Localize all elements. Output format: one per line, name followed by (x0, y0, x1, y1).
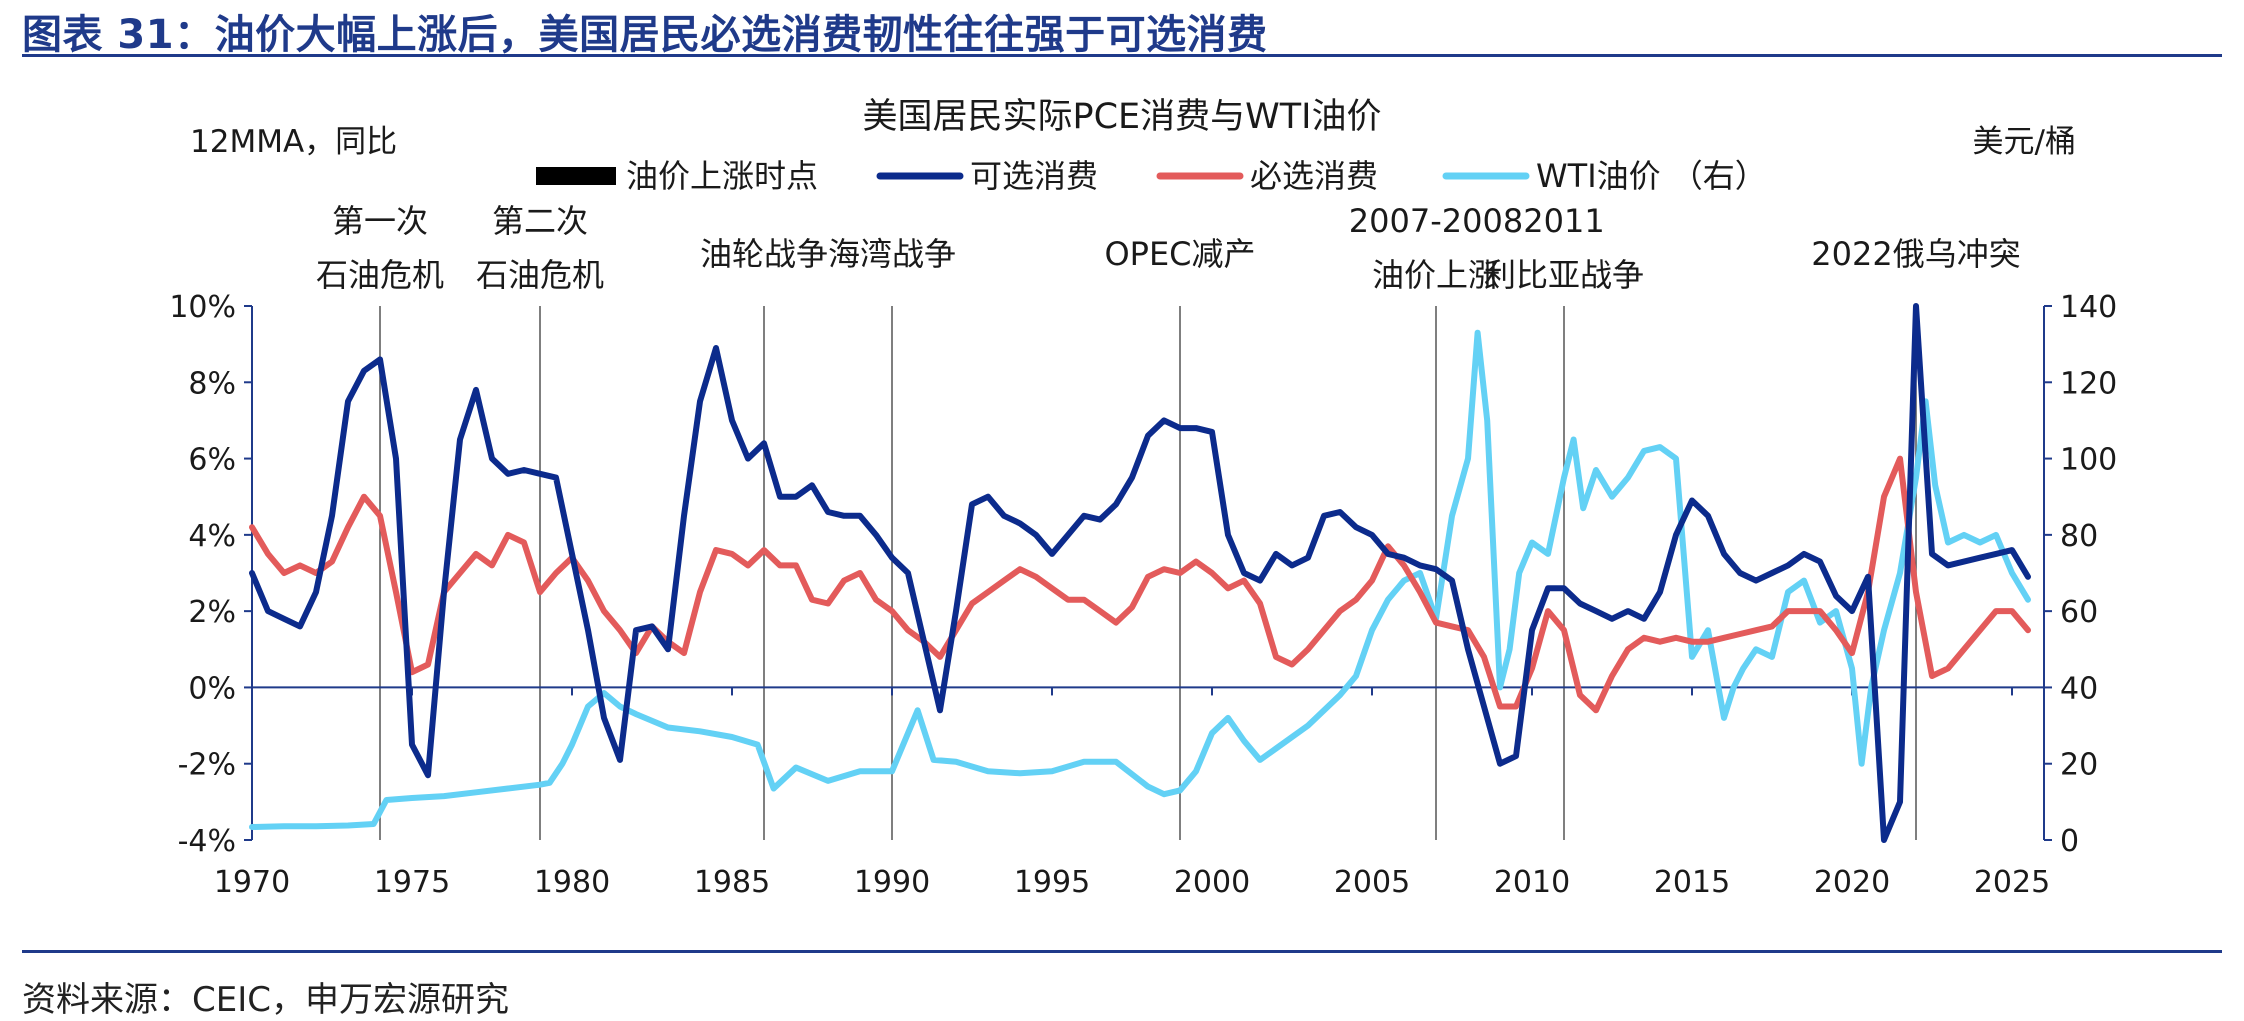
legend-label-3: WTI油价 （右） (1536, 157, 1767, 195)
event-label-2-0: 油轮战争 (700, 235, 828, 273)
x-tick-label-2: 1980 (534, 865, 610, 900)
x-tick-label-5: 1995 (1014, 865, 1090, 900)
right-tick-label-7: 0 (2060, 824, 2079, 859)
event-label-6-0: 2011 (1523, 202, 1604, 240)
x-tick-label-1: 1975 (374, 865, 450, 900)
left-tick-label-1: 8% (188, 366, 236, 401)
legend-swatch-oil-rise (536, 167, 616, 185)
event-label-1-0: 第二次 (492, 202, 588, 240)
legend-label-2: 必选消费 (1250, 157, 1378, 195)
plot-area (249, 303, 2031, 843)
right-tick-label-4: 60 (2060, 595, 2098, 630)
x-tick-label-4: 1990 (854, 865, 930, 900)
x-tick-label-11: 2025 (1974, 865, 2050, 900)
event-label-7-0: 2022俄乌冲突 (1811, 235, 2020, 273)
x-tick-label-7: 2005 (1334, 865, 1410, 900)
x-tick-label-3: 1985 (694, 865, 770, 900)
series-line-2 (249, 329, 2031, 830)
axes: 10% 8% 6% 4% 2% 0% -2% -4% 140 120 100 80 60 40 20 0 197… (169, 290, 2117, 900)
event-label-4-0: OPEC减产 (1104, 235, 1255, 273)
left-axis-unit: 12MMA，同比 (190, 124, 397, 160)
series-line-1 (249, 455, 2031, 714)
legend: 油价上涨时点 可选消费 必选消费 WTI油价 （右） (536, 157, 1767, 195)
right-tick-label-0: 140 (2060, 290, 2117, 325)
left-tick-label-4: 2% (188, 595, 236, 630)
x-tick-label-10: 2020 (1814, 865, 1890, 900)
title-underline (22, 54, 2222, 57)
right-tick-label-2: 100 (2060, 443, 2117, 478)
source-note: 资料来源：CEIC，申万宏源研究 (22, 980, 509, 1020)
event-label-3-0: 海湾战争 (828, 235, 956, 273)
left-tick-label-3: 4% (188, 519, 236, 554)
figure-title: 图表 31：油价大幅上涨后，美国居民必选消费韧性往往强于可选消费 (22, 12, 1268, 58)
right-tick-label-1: 120 (2060, 366, 2117, 401)
event-label-5-0: 2007-2008 (1349, 202, 1523, 240)
series-line-0 (249, 303, 2031, 843)
left-tick-label-2: 6% (188, 443, 236, 478)
left-tick-label-6: -2% (178, 748, 236, 783)
event-label-1-1: 石油危机 (476, 256, 604, 294)
event-label-5-1: 油价上涨 (1372, 256, 1500, 294)
x-tick-label-6: 2000 (1174, 865, 1250, 900)
footer-rule (22, 950, 2222, 953)
event-label-0-0: 第一次 (332, 202, 428, 240)
right-tick-label-3: 80 (2060, 519, 2098, 554)
x-tick-label-0: 1970 (214, 865, 290, 900)
event-label-0-1: 石油危机 (316, 256, 444, 294)
x-tick-label-9: 2015 (1654, 865, 1730, 900)
event-label-6-1: 利比亚战争 (1484, 256, 1644, 294)
left-tick-label-0: 10% (169, 290, 236, 325)
left-tick-label-5: 0% (188, 671, 236, 706)
right-tick-label-6: 20 (2060, 748, 2098, 783)
chart-title: 美国居民实际PCE消费与WTI油价 (863, 97, 1382, 137)
legend-label-0: 油价上涨时点 (626, 157, 818, 195)
x-tick-label-8: 2010 (1494, 865, 1570, 900)
left-tick-label-7: -4% (178, 824, 236, 859)
right-axis-unit: 美元/桶 (1973, 124, 2076, 160)
right-tick-label-5: 40 (2060, 671, 2098, 706)
legend-label-1: 可选消费 (970, 157, 1098, 195)
